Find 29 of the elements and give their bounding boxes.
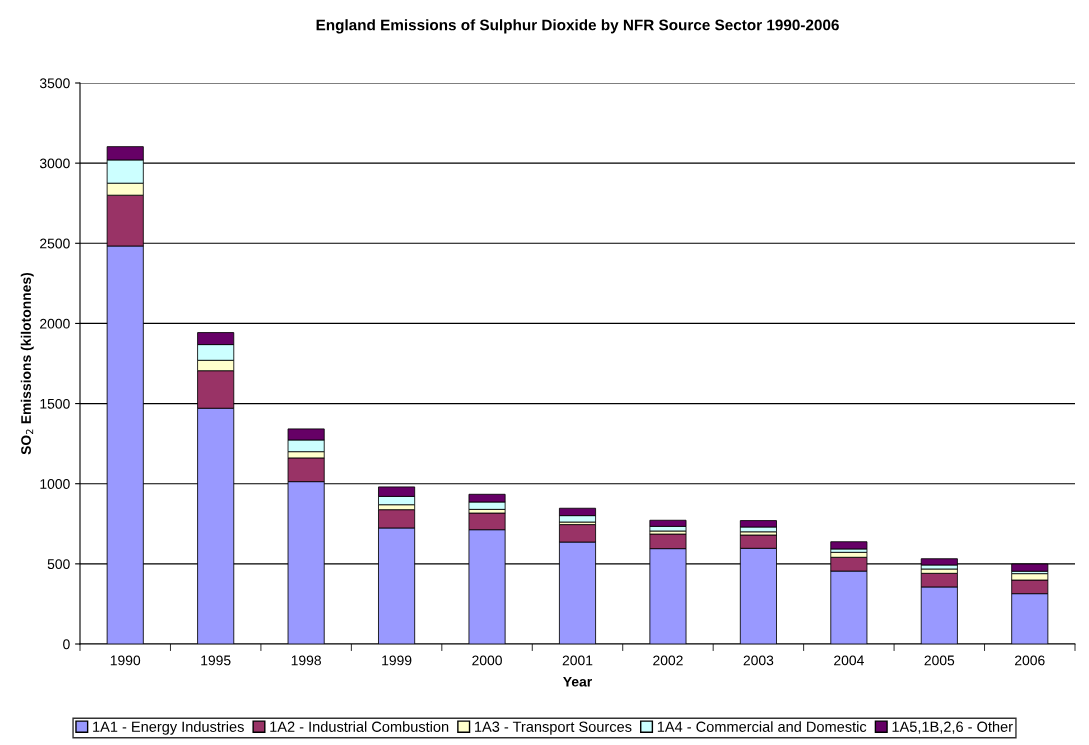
y-tick-label: 2000 [40, 318, 70, 329]
x-tick-label: 1998 [291, 655, 321, 666]
x-tick-label: 2000 [472, 655, 502, 666]
x-tick-label: 2003 [743, 655, 774, 666]
legend-label: 1A4 - Commercial and Domestic [657, 721, 867, 732]
x-axis-title: Year [563, 676, 592, 687]
y-tick-label: 1500 [40, 398, 70, 409]
bar [739, 520, 777, 528]
bar [830, 541, 868, 550]
y-tick-label: 2500 [40, 238, 70, 249]
x-tick-label: 2002 [653, 655, 683, 666]
chart-title: England Emissions of Sulphur Dioxide by NFR Source Sector 1990-2006 [316, 19, 839, 34]
x-tick-label: 2006 [1015, 655, 1045, 666]
x-tick-label: 1999 [382, 655, 412, 666]
legend-label: 1A2 - Industrial Combustion [270, 721, 449, 732]
x-tick-label: 2001 [562, 655, 593, 666]
y-tick-label: 0 [63, 639, 70, 650]
x-tick-label: 2004 [834, 655, 864, 666]
legend-label: 1A1 - Energy Industries [93, 721, 244, 735]
x-tick-label: 1995 [201, 655, 231, 666]
x-tick-label: 2005 [924, 655, 955, 666]
y-tick-label: 1000 [40, 479, 70, 489]
y-tick-label: 500 [47, 559, 70, 570]
y-axis-title: SO$_{2}$ Emissions (kilotonnes) [20, 272, 34, 455]
legend-label: 1A5,1B,2,6 - Other [892, 721, 1013, 734]
y-tick-label: 3000 [39, 158, 70, 169]
y-tick-label: 3500 [39, 78, 70, 89]
legend-label: 1A3 - Transport Sources [475, 721, 632, 735]
x-tick-label: 1990 [110, 655, 141, 666]
